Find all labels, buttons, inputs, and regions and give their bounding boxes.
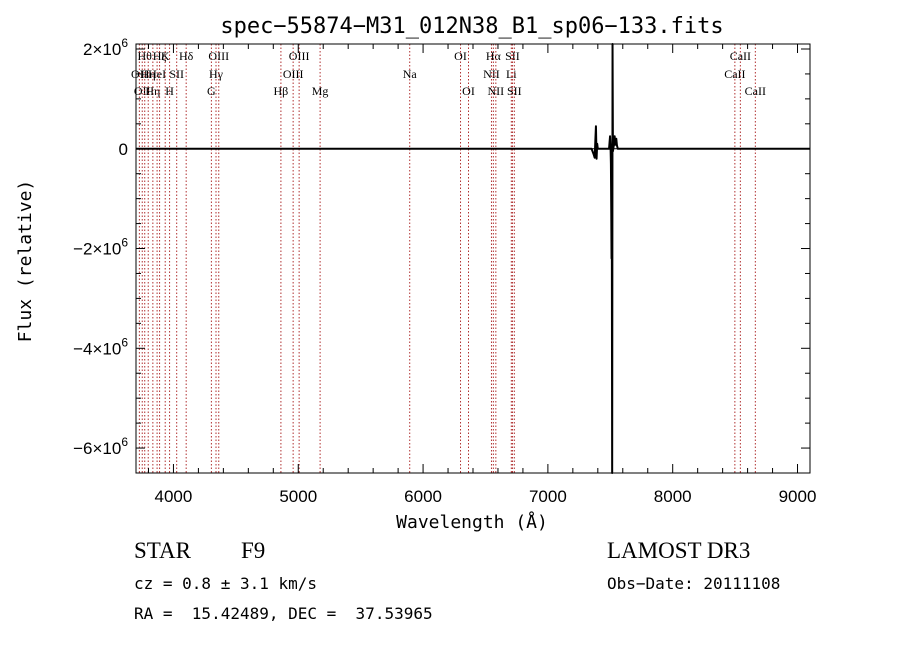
y-tick-label: 2×106 — [83, 36, 128, 59]
line-marker-label: Hγ — [209, 67, 224, 81]
line-marker-label: SII — [507, 84, 522, 98]
object-subclass: F9 — [241, 538, 266, 563]
line-marker-label: Hβ — [274, 84, 289, 98]
line-marker-label: CaII — [730, 49, 751, 63]
line-marker-label: H — [165, 84, 174, 98]
line-marker-label: OII — [134, 84, 151, 98]
line-marker-label: Mg — [312, 84, 329, 98]
line-marker-label: G — [207, 84, 216, 98]
y-tick-label: −4×106 — [73, 335, 128, 358]
line-marker-label: SII — [505, 49, 520, 63]
plot-frame — [135, 43, 811, 474]
chart-title: spec−55874−M31_012N38_B1_sp06−133.fits — [220, 14, 723, 39]
observation-date: Obs−Date: 20111108 — [607, 574, 781, 593]
x-tick-label: 7000 — [529, 487, 567, 506]
line-marker-label: Hα — [486, 49, 502, 63]
coordinates: RA = 15.42489, DEC = 37.53965 — [134, 604, 433, 623]
line-marker-label: CaII — [745, 84, 766, 98]
line-marker-label: Hη — [145, 84, 160, 98]
x-tick-label: 8000 — [654, 487, 692, 506]
line-marker-label: K — [161, 49, 170, 63]
redshift-value: cz = 0.8 ± 3.1 km/s — [134, 574, 318, 593]
y-axis-label: Flux (relative) — [15, 180, 36, 343]
spectrum-series — [136, 43, 810, 474]
line-marker-label: OIII — [208, 49, 229, 63]
object-class: STAR — [134, 538, 191, 563]
line-marker-label: Hδ — [179, 49, 194, 63]
line-marker-label: Hθ — [138, 49, 153, 63]
line-marker-label: OIII — [283, 67, 304, 81]
y-tick-label: 0 — [119, 140, 128, 159]
line-marker-label: NII — [488, 84, 505, 98]
line-marker-label: OIII — [289, 49, 310, 63]
y-tick-label: −6×106 — [73, 435, 128, 458]
line-marker-label: Na — [403, 67, 418, 81]
spectrum-line — [136, 43, 810, 474]
line-marker-label: SII — [169, 67, 184, 81]
y-tick-label: −2×106 — [73, 236, 128, 259]
line-marker-label: NII — [483, 67, 500, 81]
line-marker-label: Li — [506, 67, 517, 81]
line-marker-label: CaII — [724, 67, 745, 81]
line-marker-label: Hη — [141, 67, 156, 81]
line-marker-label: Hζ — [153, 49, 167, 63]
line-markers: OIIOIIHθHηHηHeIHζKHSIIHδGHγOIIIHβOIIIOII… — [131, 44, 766, 473]
x-tick-label: 6000 — [404, 487, 442, 506]
axes: 4000 5000 6000 7000 8000 9000 −6×106 −4×106 −2×1… — [73, 36, 816, 506]
line-marker-label: OI — [454, 49, 467, 63]
x-axis-label: Wavelength (Å) — [396, 511, 548, 533]
line-marker-label: OI — [462, 84, 475, 98]
x-tick-label: 9000 — [779, 487, 817, 506]
line-marker-label: HeI — [148, 67, 166, 81]
x-tick-label: 5000 — [279, 487, 317, 506]
x-tick-label: 4000 — [155, 487, 193, 506]
survey-name: LAMOST DR3 — [607, 538, 751, 563]
